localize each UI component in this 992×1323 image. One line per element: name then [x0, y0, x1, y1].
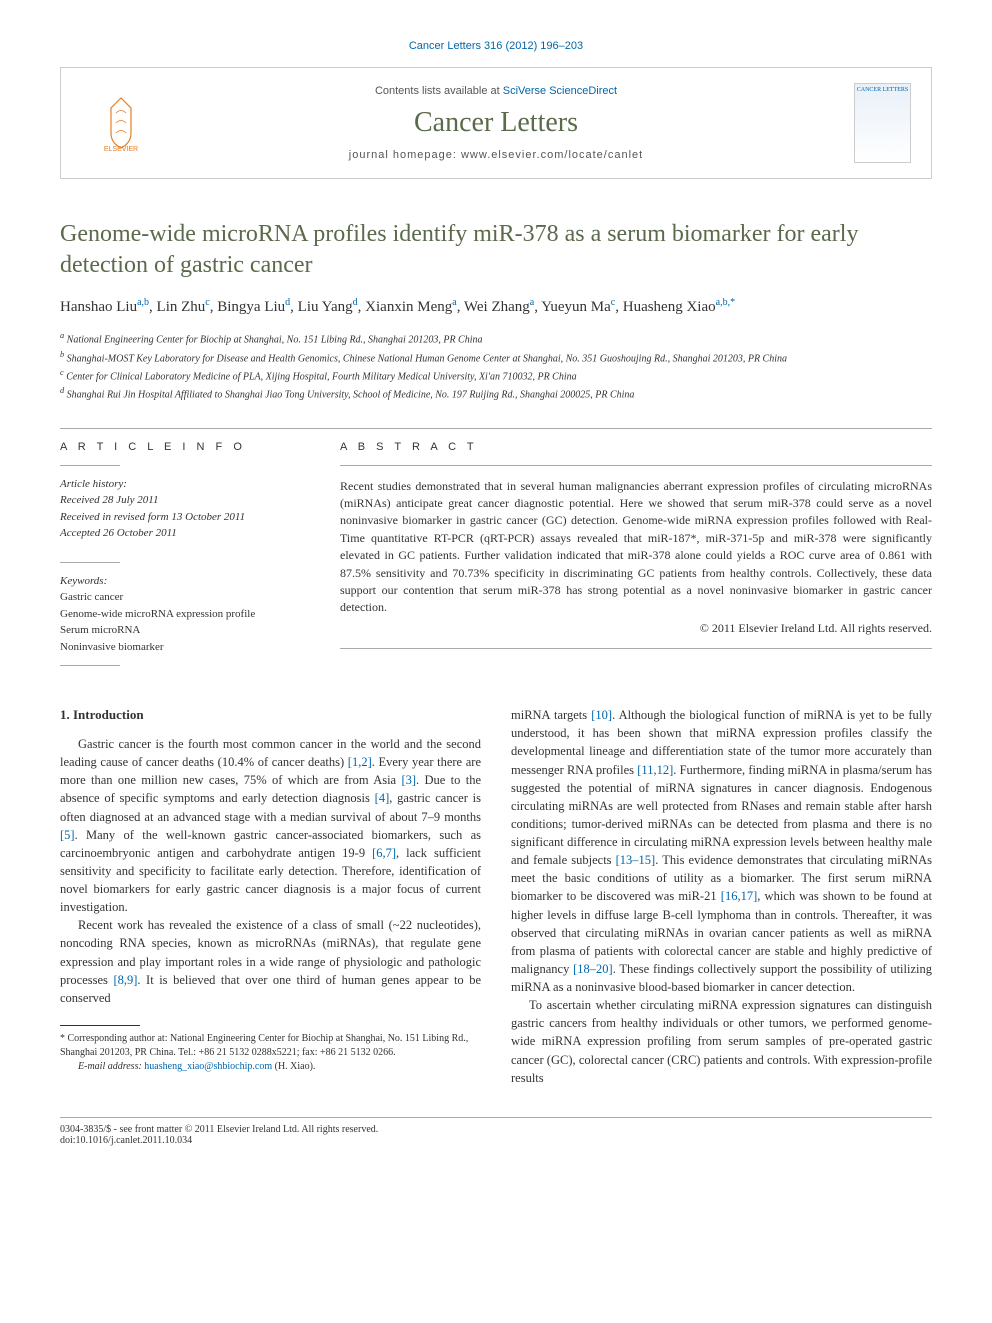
top-citation: Cancer Letters 316 (2012) 196–203 [60, 40, 932, 52]
homepage-url[interactable]: www.elsevier.com/locate/canlet [461, 149, 643, 161]
keyword: Genome-wide microRNA expression profile [60, 606, 300, 623]
contents-available: Contents lists available at SciVerse Sci… [161, 85, 831, 97]
left-column: 1. Introduction Gastric cancer is the fo… [60, 706, 481, 1087]
elsevier-logo: ELSEVIER [91, 93, 151, 153]
affil-link[interactable]: d [353, 297, 358, 308]
abstract: A B S T R A C T Recent studies demonstra… [320, 429, 932, 677]
journal-cover-thumb: CANCER LETTERS [854, 83, 911, 163]
keyword: Gastric cancer [60, 589, 300, 606]
right-column: miRNA targets [10]. Although the biologi… [511, 706, 932, 1087]
ref-link[interactable]: [16,17] [721, 889, 757, 903]
ref-link[interactable]: [8,9] [113, 973, 137, 987]
article-info-label: A R T I C L E I N F O [60, 441, 300, 453]
ref-link[interactable]: [11,12] [637, 763, 673, 777]
email-footnote: E-mail address: huasheng_xiao@shbiochip.… [60, 1060, 481, 1074]
affil-link[interactable]: d [285, 297, 290, 308]
keywords-label: Keywords: [60, 573, 300, 590]
abstract-text: Recent studies demonstrated that in seve… [340, 478, 932, 617]
keyword: Noninvasive biomarker [60, 639, 300, 656]
affil-link[interactable]: c [611, 297, 615, 308]
affiliations: a National Engineering Center for Biochi… [60, 330, 932, 402]
email-link[interactable]: huasheng_xiao@shbiochip.com [144, 1061, 272, 1072]
journal-header: ELSEVIER Contents lists available at Sci… [60, 67, 932, 179]
body-paragraph: To ascertain whether circulating miRNA e… [511, 996, 932, 1087]
article-title: Genome-wide microRNA profiles identify m… [60, 219, 932, 281]
ref-link[interactable]: [13–15] [616, 853, 656, 867]
journal-homepage: journal homepage: www.elsevier.com/locat… [161, 149, 831, 161]
divider [60, 562, 120, 563]
doi-footer: 0304-3835/$ - see front matter © 2011 El… [60, 1117, 932, 1146]
history-label: Article history: [60, 476, 300, 493]
accepted-date: Accepted 26 October 2011 [60, 525, 300, 542]
footnote-divider [60, 1025, 140, 1026]
divider [60, 665, 120, 666]
svg-text:ELSEVIER: ELSEVIER [104, 146, 138, 153]
affil-link[interactable]: a [452, 297, 456, 308]
body-columns: 1. Introduction Gastric cancer is the fo… [60, 706, 932, 1087]
affil-link[interactable]: c [205, 297, 209, 308]
sciencedirect-link[interactable]: SciVerse ScienceDirect [503, 85, 617, 97]
abstract-label: A B S T R A C T [340, 441, 932, 453]
author-list: Hanshao Liua,b, Lin Zhuc, Bingya Liud, L… [60, 296, 932, 318]
ref-link[interactable]: [4] [375, 791, 390, 805]
affil-link[interactable]: a,b [137, 297, 149, 308]
affil-link[interactable]: a [530, 297, 534, 308]
divider [60, 465, 120, 466]
ref-link[interactable]: [10] [591, 708, 612, 722]
ref-link[interactable]: [3] [401, 773, 416, 787]
ref-link[interactable]: [1,2] [348, 755, 372, 769]
divider [340, 648, 932, 649]
ref-link[interactable]: [18–20] [573, 962, 613, 976]
corresponding-footnote: * Corresponding author at: National Engi… [60, 1032, 481, 1060]
body-paragraph: Gastric cancer is the fourth most common… [60, 735, 481, 916]
abstract-copyright: © 2011 Elsevier Ireland Ltd. All rights … [340, 621, 932, 636]
body-paragraph: Recent work has revealed the existence o… [60, 916, 481, 1007]
divider [340, 465, 932, 466]
journal-name: Cancer Letters [161, 107, 831, 139]
body-paragraph: miRNA targets [10]. Although the biologi… [511, 706, 932, 996]
ref-link[interactable]: [6,7] [372, 846, 396, 860]
revised-date: Received in revised form 13 October 2011 [60, 509, 300, 526]
affil-link[interactable]: a,b, [716, 297, 730, 308]
article-info: A R T I C L E I N F O Article history: R… [60, 429, 320, 677]
keyword: Serum microRNA [60, 622, 300, 639]
ref-link[interactable]: [5] [60, 828, 75, 842]
received-date: Received 28 July 2011 [60, 492, 300, 509]
section-heading: 1. Introduction [60, 706, 481, 725]
corresponding-mark[interactable]: * [730, 297, 735, 308]
